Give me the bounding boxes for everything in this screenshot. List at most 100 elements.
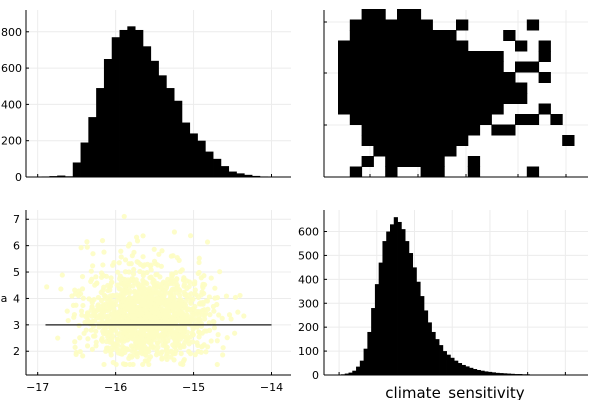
scatter-point <box>156 251 162 257</box>
bottom-left-ytick-label: 3 <box>13 319 20 332</box>
scatter-point <box>94 280 100 287</box>
bottom-right-bar <box>442 351 447 375</box>
scatter-point <box>126 279 132 285</box>
bottom-right-bar <box>510 373 515 375</box>
scatter-point <box>179 267 185 273</box>
scatter-point <box>84 239 90 245</box>
scatter-point <box>99 237 106 244</box>
scatter-point <box>141 285 147 292</box>
top-right-cell <box>467 103 481 115</box>
scatter-point <box>79 312 85 318</box>
scatter-point <box>118 248 124 254</box>
scatter-point <box>173 338 179 344</box>
scatter-point <box>223 293 230 299</box>
top-right-cell <box>338 51 351 62</box>
scatter-point <box>77 291 84 297</box>
scatter-point <box>206 327 213 333</box>
scatter-point <box>70 302 77 308</box>
bottom-right-ytick-label: 600 <box>298 226 319 239</box>
top-right-cell <box>538 103 551 115</box>
top-right-cell <box>397 103 410 115</box>
scatter-point <box>174 276 180 282</box>
scatter-point <box>201 273 207 279</box>
scatter-point <box>96 324 102 330</box>
scatter-point <box>103 320 109 326</box>
scatter-point <box>93 328 99 334</box>
top-right-cell <box>349 103 363 115</box>
top-right-cell <box>385 30 398 41</box>
scatter-point <box>72 344 78 350</box>
top-left-bar <box>57 175 66 177</box>
scatter-point <box>100 262 106 268</box>
scatter-point <box>180 343 186 349</box>
scatter-point <box>101 361 107 368</box>
top-right-cell <box>361 156 374 167</box>
scatter-point <box>167 313 173 320</box>
top-right-cell <box>456 124 469 136</box>
scatter-point <box>127 334 134 340</box>
scatter-point <box>86 296 92 302</box>
scatter-point <box>210 318 216 325</box>
scatter-point <box>118 303 125 309</box>
scatter-point <box>235 309 241 315</box>
top-left-bar <box>197 140 206 177</box>
scatter-point <box>155 344 161 350</box>
scatter-point <box>151 246 157 252</box>
scatter-point <box>220 352 226 358</box>
top-left-bar <box>220 166 230 177</box>
bottom-right-bar <box>454 360 459 375</box>
scatter-point <box>228 316 234 322</box>
scatter-point <box>110 262 116 268</box>
top-left-bar <box>158 75 167 177</box>
top-right-cell <box>361 30 374 41</box>
bottom-left-points <box>44 213 247 368</box>
top-right-cell <box>349 93 363 104</box>
scatter-point <box>226 312 233 318</box>
bottom-right-bar <box>506 373 512 375</box>
top-right-cell <box>408 51 422 62</box>
top-right-cell <box>385 124 398 136</box>
bottom-right-bar <box>420 296 425 375</box>
bottom-right-ytick-label: 300 <box>298 297 319 310</box>
scatter-point <box>144 358 150 364</box>
scatter-point <box>122 257 129 263</box>
scatter-point <box>188 306 194 313</box>
scatter-point <box>154 318 160 325</box>
scatter-point <box>203 349 209 355</box>
top-right-cell <box>444 40 457 52</box>
top-right-cell <box>373 19 386 31</box>
scatter-point <box>148 274 154 280</box>
scatter-point <box>77 335 83 341</box>
top-left-ytick-label: 200 <box>1 135 22 148</box>
scatter-point <box>73 351 79 357</box>
top-right-cell <box>385 103 398 115</box>
bottom-right-bar <box>435 339 440 375</box>
bottom-right-bar <box>469 367 474 375</box>
scatter-point <box>105 287 111 294</box>
bottom-right-bar <box>495 372 500 375</box>
scatter-point <box>110 318 116 324</box>
top-left-bar <box>96 88 105 177</box>
top-right-cell <box>408 103 422 115</box>
top-right-cell <box>432 135 445 146</box>
top-right-cell <box>456 82 469 94</box>
bottom-right-bar <box>386 231 391 375</box>
scatter-point <box>89 300 95 306</box>
top-right-cell <box>467 51 481 62</box>
scatter-point <box>194 324 200 330</box>
bottom-right-bar <box>431 331 436 375</box>
scatter-point <box>138 349 144 355</box>
scatter-point <box>211 325 218 331</box>
scatter-point <box>187 233 194 239</box>
top-right-cell <box>397 72 410 83</box>
scatter-point <box>131 307 137 313</box>
bottom-left-xtick-label: −16 <box>104 381 127 394</box>
scatter-point <box>191 315 198 322</box>
top-left-bar <box>166 88 175 177</box>
top-right-cell <box>397 61 410 73</box>
top-right-cell <box>432 166 445 178</box>
scatter-point <box>155 289 161 296</box>
scatter-point <box>109 336 115 342</box>
scatter-point <box>85 336 91 342</box>
scatter-point <box>108 302 114 308</box>
